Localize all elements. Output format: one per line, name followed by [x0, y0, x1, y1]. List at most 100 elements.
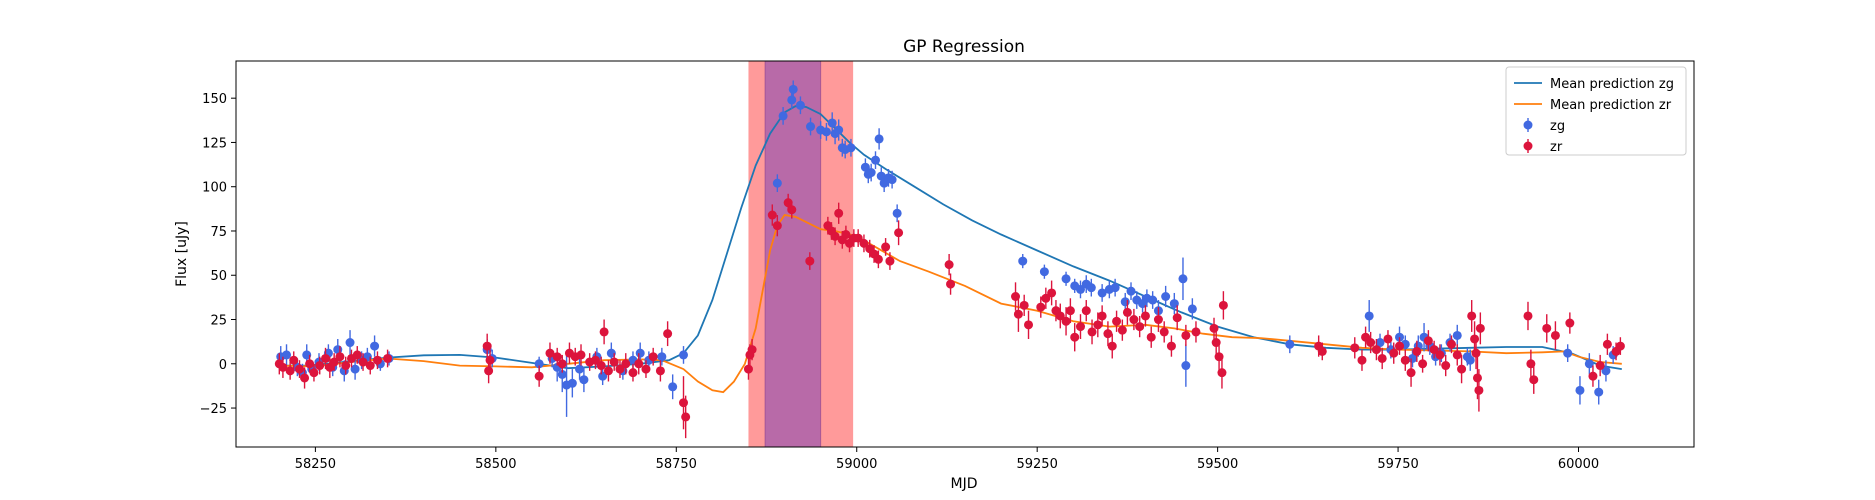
- data-point: [1408, 353, 1418, 363]
- y-tick-label: 125: [202, 136, 227, 151]
- data-point: [1563, 348, 1573, 358]
- data-point: [767, 210, 777, 220]
- legend-label: Mean prediction zg: [1550, 77, 1674, 92]
- data-point: [576, 350, 586, 360]
- data-point: [655, 366, 665, 376]
- data-point: [1423, 336, 1433, 346]
- data-point: [1120, 297, 1130, 307]
- data-point: [1146, 332, 1156, 342]
- legend-box: [1505, 66, 1687, 156]
- legend-marker-swatch: [1523, 141, 1533, 151]
- data-point: [1472, 373, 1482, 383]
- data-point: [778, 111, 788, 121]
- data-point: [1178, 274, 1188, 284]
- data-point: [788, 84, 798, 94]
- data-point: [834, 125, 844, 135]
- data-point: [1019, 300, 1029, 310]
- data-point: [1452, 350, 1462, 360]
- data-point: [1112, 316, 1122, 326]
- data-point: [1446, 339, 1456, 349]
- data-point: [1474, 385, 1484, 395]
- data-point: [885, 256, 895, 266]
- data-point: [1135, 322, 1145, 332]
- data-point: [743, 364, 753, 374]
- data-point: [305, 359, 315, 369]
- data-point: [1181, 330, 1191, 340]
- data-point: [628, 368, 638, 378]
- y-tick-label: 150: [202, 92, 227, 107]
- data-point: [874, 134, 884, 144]
- y-tick-label: 75: [210, 225, 227, 240]
- legend-marker-swatch: [1523, 120, 1533, 130]
- data-point: [1465, 355, 1475, 365]
- y-tick-label: 25: [210, 314, 227, 329]
- plot-area: 58250 58500 58750 59000 59250 59500 59750 60000…: [200, 60, 1695, 472]
- data-point: [309, 368, 319, 378]
- data-point: [681, 412, 691, 422]
- data-point: [1217, 368, 1227, 378]
- data-point: [841, 230, 851, 240]
- data-point: [1350, 343, 1360, 353]
- data-point: [1214, 352, 1224, 362]
- data-point: [866, 168, 876, 178]
- data-point: [1418, 359, 1428, 369]
- data-point: [679, 350, 689, 360]
- data-point: [370, 341, 380, 351]
- data-point: [1081, 306, 1091, 316]
- data-point: [1075, 284, 1085, 294]
- x-tick-label: 58250: [295, 457, 336, 472]
- data-point: [1070, 332, 1080, 342]
- data-point: [641, 364, 651, 374]
- data-point: [278, 362, 288, 372]
- y-tick-label: 50: [210, 269, 227, 284]
- x-tick-label: 59750: [1377, 457, 1418, 472]
- data-point: [1011, 291, 1021, 301]
- data-point: [1086, 283, 1096, 293]
- data-point: [657, 352, 667, 362]
- data-point: [873, 254, 883, 264]
- data-point: [1211, 338, 1221, 348]
- data-point: [946, 279, 956, 289]
- data-point: [668, 382, 678, 392]
- data-point: [1065, 306, 1075, 316]
- data-point: [634, 359, 644, 369]
- data-point: [345, 338, 355, 348]
- data-point: [894, 228, 904, 238]
- data-point: [552, 352, 562, 362]
- data-point: [341, 361, 351, 371]
- data-point: [609, 357, 619, 367]
- data-point: [1024, 320, 1034, 330]
- data-point: [1383, 334, 1393, 344]
- data-point: [335, 352, 345, 362]
- x-tick-label: 59250: [1016, 457, 1057, 472]
- data-point: [1429, 345, 1439, 355]
- data-point: [1140, 311, 1150, 321]
- data-point: [663, 329, 673, 339]
- data-point: [1364, 311, 1374, 321]
- data-point: [1395, 341, 1405, 351]
- data-point: [1036, 302, 1046, 312]
- data-point: [1526, 359, 1536, 369]
- data-point: [747, 345, 757, 355]
- data-point: [1375, 338, 1385, 348]
- data-point: [1013, 309, 1023, 319]
- data-point: [821, 127, 831, 137]
- data-point: [805, 256, 815, 266]
- legend-label: Mean prediction zr: [1550, 98, 1672, 113]
- data-point: [1601, 366, 1611, 376]
- data-point: [1055, 311, 1065, 321]
- data-point: [1412, 346, 1422, 356]
- data-point: [615, 364, 625, 374]
- data-point: [887, 175, 897, 185]
- data-point: [1357, 355, 1367, 365]
- data-point: [575, 364, 585, 374]
- data-point: [876, 171, 886, 181]
- x-tick-label: 60000: [1558, 457, 1599, 472]
- data-point: [1435, 350, 1445, 360]
- data-point: [1452, 330, 1462, 340]
- data-point: [1467, 311, 1477, 321]
- data-point: [1129, 315, 1139, 325]
- legend-label: zr: [1550, 140, 1563, 155]
- data-point: [1126, 286, 1136, 296]
- data-point: [1075, 322, 1085, 332]
